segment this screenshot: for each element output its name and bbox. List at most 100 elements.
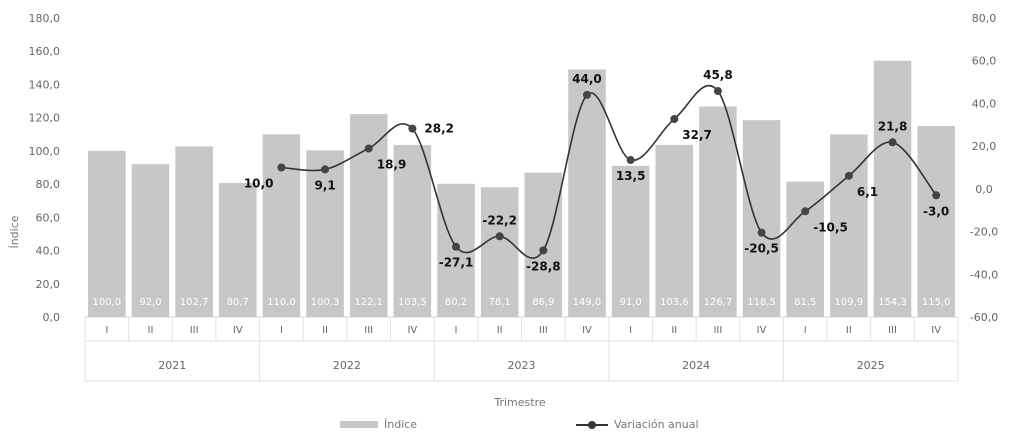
bar-value-label: 109,9 [835,297,864,308]
x-tick-label: IV [407,325,417,336]
line-value-label: -28,8 [526,259,561,273]
line-point [495,232,504,241]
bar-value-label: 80,7 [227,297,249,308]
legend-item-index: Índice [340,418,417,431]
bar [524,172,563,317]
y2-tick-label: 20,0 [972,140,997,153]
bar-value-label: 86,9 [532,297,554,308]
bar [873,60,912,318]
line-value-label: -10,5 [813,220,848,234]
line-point [452,242,461,251]
bar [262,134,301,317]
line-series-path [281,84,937,259]
bar-value-label: 100,0 [93,297,122,308]
x-tick-label: III [713,325,722,336]
bar-value-label: 100,3 [311,297,340,308]
line-layer [277,84,941,259]
line-value-label: -27,1 [439,256,474,270]
bar-value-label: 78,1 [489,297,511,308]
x-tick-label: IV [582,325,592,336]
y2-tick-label: 0,0 [975,183,993,196]
bar [655,144,694,317]
bar [917,125,955,317]
line-point [932,191,941,200]
line-value-label: 13,5 [616,169,646,183]
x-tick-label: IV [233,325,243,336]
y-axis-title: Índice [8,215,21,248]
x-tick-label: I [455,325,458,336]
bar-value-label: 81,5 [794,297,816,308]
x-tick-label: II [148,325,154,336]
bar [306,150,344,317]
line-point [408,124,417,133]
line-value-label: 21,8 [878,119,908,133]
x-tick-label: II [322,325,328,336]
bar [699,106,737,317]
y2-tick-label: 40,0 [972,97,997,110]
x-tick-label: I [804,325,807,336]
y-tick-label: 180,0 [29,12,61,25]
bar-value-label: 122,1 [354,297,383,308]
y-tick-label: 60,0 [36,211,61,224]
x-tick-label: III [539,325,548,336]
legend-item-annual-variation: Variación anual [576,418,699,431]
line-point [364,144,373,153]
line-point [844,171,853,180]
bar [131,164,170,317]
bar-value-label: 103,5 [398,297,427,308]
x-year-label: 2022 [333,359,361,372]
legend-label-index: Índice [384,418,418,431]
bar [742,120,781,318]
bar-value-label: 154,3 [878,297,907,308]
legend: Índice Variación anual [340,418,760,434]
bar [568,69,606,317]
bar [830,134,868,317]
line-point [713,87,722,96]
line-point [626,156,635,165]
bar-value-label: 149,0 [573,297,602,308]
bar-value-label: 102,7 [180,297,209,308]
y-tick-label: 20,0 [36,278,61,291]
x-year-label: 2023 [508,359,536,372]
line-value-label: -3,0 [923,204,949,218]
line-point [670,115,679,124]
x-tick-label: III [364,325,373,336]
labels-layer: 100,0 92,0 102,7 80,7 110,0 100,3 122,1 103,5 80… [93,68,951,308]
bar-value-label: 91,0 [619,297,641,308]
bar-value-label: 110,0 [267,297,296,308]
line-point [539,246,548,255]
line-point [277,163,286,172]
line-value-label: 32,7 [682,128,712,142]
line-point [888,138,897,147]
bar [393,145,432,317]
bar [88,150,126,317]
x-year-label: 2024 [682,359,710,372]
y2-tick-label: -40,0 [970,268,998,281]
bar-value-label: 103,6 [660,297,689,308]
x-year-label: 2025 [857,359,885,372]
y-tick-label: 0,0 [43,311,61,324]
y-tick-label: 40,0 [36,245,61,258]
bar-value-label: 80,2 [445,297,467,308]
line-point [757,228,766,237]
legend-swatch-index [340,421,378,428]
line-value-label: -22,2 [482,213,517,227]
bar-value-label: 115,0 [922,297,951,308]
bar-value-label: 118,5 [747,297,776,308]
line-value-label: 10,0 [244,177,274,191]
legend-label-annual-variation: Variación anual [614,418,699,431]
bar [786,181,824,317]
bar [611,165,650,317]
y2-tick-label: -20,0 [970,226,998,239]
y-tick-label: 140,0 [29,78,61,91]
x-tick-label: I [629,325,632,336]
y2-tick-label: -60,0 [970,311,998,324]
x-tick-label: II [671,325,677,336]
line-point [582,90,591,99]
y-tick-label: 160,0 [29,45,61,58]
y2-tick-label: 60,0 [972,55,997,68]
x-tick-label: I [105,325,108,336]
x-tick-label: I [280,325,283,336]
line-value-label: 45,8 [703,68,733,82]
